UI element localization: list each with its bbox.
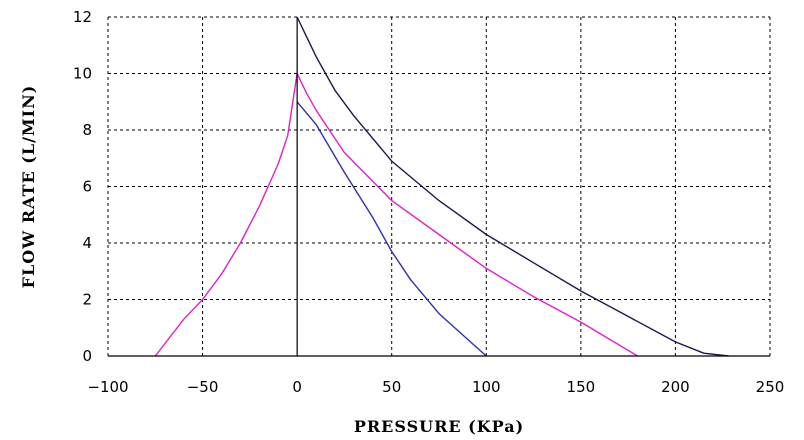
y-axis-title: FLOW RATE (L/MIN) — [19, 85, 38, 289]
axes — [108, 17, 770, 357]
y-tick-label: 6 — [82, 178, 92, 196]
x-tick-label: 200 — [661, 378, 690, 396]
y-tick-label: 10 — [73, 65, 92, 83]
series-line-2 — [154, 72, 638, 357]
y-tick-label: 4 — [82, 234, 92, 252]
y-tick-label: 2 — [82, 291, 92, 309]
series-line-3 — [296, 101, 487, 357]
y-tick-label: 12 — [73, 8, 92, 26]
x-tick-label: 250 — [756, 378, 785, 396]
x-axis-title: PRESSURE (KPa) — [354, 417, 524, 436]
grid — [107, 16, 771, 356]
x-tick-label: 0 — [292, 378, 302, 396]
x-tick-label: 100 — [472, 378, 501, 396]
series-lines — [154, 16, 729, 357]
y-tick-label: 0 — [82, 347, 92, 365]
x-tick-label: −50 — [187, 378, 219, 396]
x-tick-label: −100 — [87, 378, 128, 396]
x-tick-label: 50 — [382, 378, 401, 396]
series-line-1 — [296, 16, 729, 357]
tick-labels: −100 −50 0 50 100 150 200 250 0 2 4 6 8 10 12 — [73, 8, 784, 396]
y-tick-label: 8 — [82, 121, 92, 139]
x-tick-label: 150 — [567, 378, 596, 396]
